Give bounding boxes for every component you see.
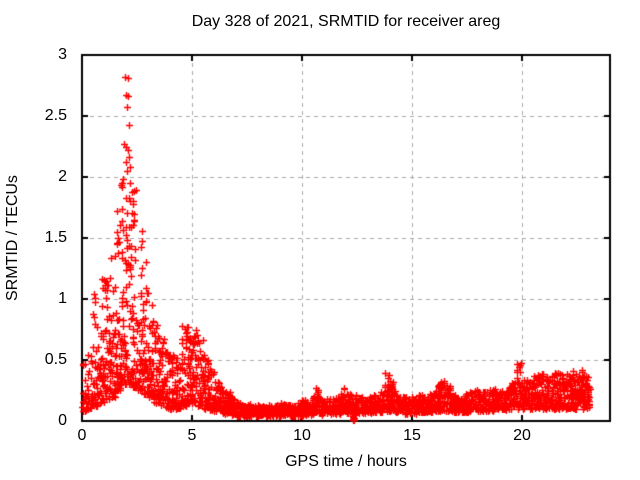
- chart-title: Day 328 of 2021, SRMTID for receiver are…: [191, 13, 501, 30]
- x-tick-label: 15: [403, 427, 421, 444]
- y-tick-label: 0.5: [44, 351, 67, 368]
- x-tick-label: 10: [293, 427, 311, 444]
- y-tick-label: 1.5: [44, 229, 67, 246]
- y-tick-label: 3: [58, 46, 67, 63]
- y-tick-label: 2.5: [44, 107, 67, 124]
- x-tick-label: 20: [513, 427, 531, 444]
- y-tick-label: 0: [58, 412, 67, 429]
- y-tick-label: 1: [58, 290, 67, 307]
- y-tick-label: 2: [58, 168, 67, 185]
- x-tick-label: 5: [187, 427, 197, 444]
- x-axis-label: GPS time / hours: [285, 453, 407, 470]
- x-tick-label: 0: [77, 427, 87, 444]
